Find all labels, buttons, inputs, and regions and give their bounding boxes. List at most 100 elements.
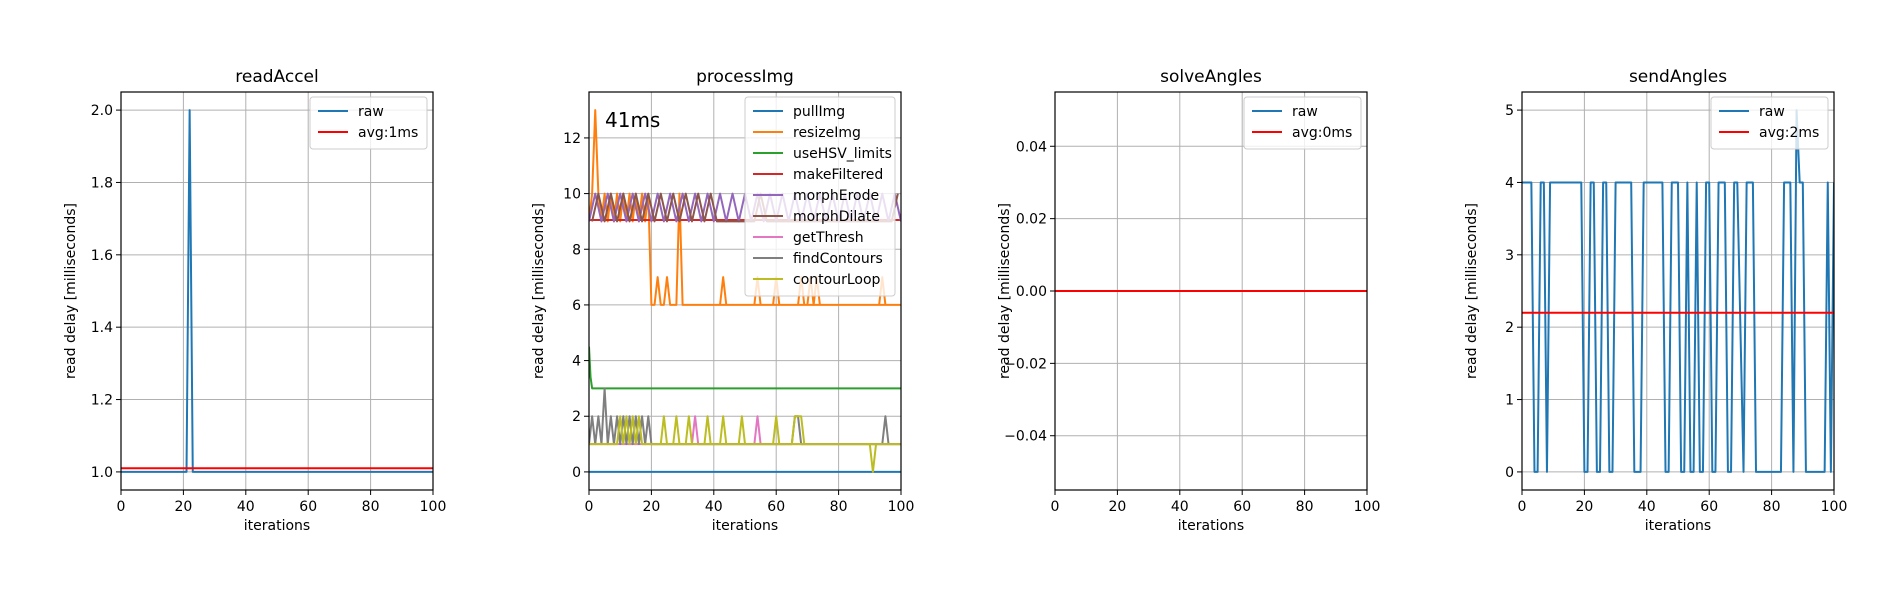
- y-tick-label: 5: [1505, 103, 1514, 119]
- series-group: [121, 109, 433, 473]
- x-tick-label: 0: [117, 499, 126, 515]
- series-line-contourLoop: [790, 415, 806, 445]
- legend: raw avg:1ms: [309, 96, 428, 150]
- chart-annotation: 41ms: [605, 108, 660, 132]
- series-line-useHSV_limits: [589, 346, 901, 390]
- y-tick-label: 2: [1505, 320, 1514, 336]
- x-tick-label: 60: [299, 499, 317, 515]
- legend-entry: avg:1ms: [358, 125, 418, 141]
- y-tick-label: 10: [563, 187, 581, 203]
- y-tick-label: 2: [572, 409, 581, 425]
- x-tick-label: 60: [1233, 499, 1251, 515]
- plot-frame: [588, 91, 902, 491]
- chart-title: readAccel: [235, 67, 319, 87]
- x-tick-label: 80: [1296, 499, 1314, 515]
- x-tick-label: 100: [1354, 499, 1381, 515]
- y-axis-label: read delay [milliseconds]: [1464, 203, 1480, 379]
- y-tick-label: −0.02: [1004, 356, 1047, 372]
- x-axis-label: iterations: [244, 518, 310, 534]
- series-line-contourLoop: [684, 415, 693, 445]
- y-tick-label: 8: [572, 242, 581, 258]
- x-tick-label: 80: [1763, 499, 1781, 515]
- legend: pullImg resizeImg useHSV_limits makeFiltere…: [744, 96, 896, 297]
- x-tick-label: 100: [1821, 499, 1848, 515]
- subplot-solveAngles: 0 20 40 60 80 100 −0.04 −0.02 0.00 0.02 0.04 solveA…: [997, 67, 1380, 534]
- series-line-resizeImg: [719, 276, 728, 306]
- legend-entry: morphErode: [793, 188, 879, 204]
- plot-frame: [120, 91, 434, 491]
- series-line-contourLoop: [703, 415, 712, 445]
- legend: raw avg:2ms: [1710, 96, 1829, 150]
- legend: raw avg:0ms: [1243, 96, 1362, 150]
- legend-entry: morphDilate: [793, 209, 880, 225]
- series-line-contourLoop: [672, 415, 681, 445]
- legend-entry: raw: [358, 104, 384, 120]
- y-tick-label: 4: [572, 354, 581, 370]
- x-tick-label: 40: [1638, 499, 1656, 515]
- series-line-contourLoop: [866, 443, 878, 473]
- legend-entry: useHSV_limits: [793, 146, 892, 162]
- y-tick-label: 1.0: [91, 465, 113, 481]
- y-tick-label: 0.00: [1016, 284, 1047, 300]
- legend-entry: avg:0ms: [1292, 125, 1352, 141]
- x-axis-label: iterations: [1645, 518, 1711, 534]
- legend-entry: avg:2ms: [1759, 125, 1819, 141]
- x-tick-label: 0: [585, 499, 594, 515]
- y-tick-label: 6: [572, 298, 581, 314]
- y-axis-label: read delay [milliseconds]: [997, 203, 1013, 379]
- x-axis-label: iterations: [712, 518, 778, 534]
- series-line-findContours: [589, 387, 653, 446]
- x-tick-label: 40: [237, 499, 255, 515]
- legend-entry: contourLoop: [793, 272, 881, 288]
- legend-entry: pullImg: [793, 104, 845, 120]
- subplot-processImg: 0 20 40 60 80 100 0 2 4 6 8 10 12 processImg iteration…: [531, 67, 914, 534]
- y-tick-label: 2.0: [91, 103, 113, 119]
- legend-entry: raw: [1759, 104, 1785, 120]
- legend-entry: resizeImg: [793, 125, 861, 141]
- x-tick-label: 100: [420, 499, 447, 515]
- y-tick-label: 0.02: [1016, 212, 1047, 228]
- chart-title: solveAngles: [1160, 67, 1262, 87]
- y-tick-label: 0: [572, 465, 581, 481]
- series-line-getThresh: [753, 415, 762, 445]
- legend-entry: raw: [1292, 104, 1318, 120]
- subplot-readAccel: 0 20 40 60 80 100 1.0 1.2 1.4 1.6 1.8 2.0 readAccel i…: [63, 67, 446, 534]
- y-tick-label: 1: [1505, 393, 1514, 409]
- x-tick-label: 20: [174, 499, 192, 515]
- x-tick-label: 60: [767, 499, 785, 515]
- series-group: [1522, 109, 1834, 473]
- legend-entry: makeFiltered: [793, 167, 883, 183]
- series-line-contourLoop: [737, 415, 746, 445]
- y-tick-label: 1.6: [91, 248, 113, 264]
- series-group: [589, 109, 901, 473]
- y-axis-label: read delay [milliseconds]: [531, 203, 547, 379]
- series-line-contourLoop: [659, 415, 668, 445]
- y-tick-label: 0: [1505, 465, 1514, 481]
- y-tick-label: 0.04: [1016, 139, 1047, 155]
- legend-entry: findContours: [793, 251, 883, 267]
- y-tick-label: 1.4: [91, 320, 113, 336]
- legend-box: [744, 96, 896, 297]
- legend-entry: getThresh: [793, 230, 864, 246]
- y-tick-label: 4: [1505, 175, 1514, 191]
- series-line-findContours: [881, 415, 890, 445]
- x-tick-label: 20: [1108, 499, 1126, 515]
- y-tick-label: 3: [1505, 248, 1514, 264]
- x-tick-label: 80: [830, 499, 848, 515]
- chart-title: processImg: [696, 67, 794, 87]
- y-tick-label: −0.04: [1004, 429, 1047, 445]
- series-line-contourLoop: [589, 415, 901, 446]
- y-tick-label: 12: [563, 131, 581, 147]
- x-tick-label: 40: [1171, 499, 1189, 515]
- series-line-contourLoop: [719, 415, 728, 445]
- x-axis-label: iterations: [1178, 518, 1244, 534]
- series-line-raw: [121, 109, 433, 473]
- series-line-raw: [1522, 109, 1834, 473]
- chart-title: sendAngles: [1629, 67, 1727, 87]
- x-tick-label: 60: [1700, 499, 1718, 515]
- y-tick-label: 1.8: [91, 175, 113, 191]
- x-tick-label: 20: [642, 499, 660, 515]
- y-tick-label: 1.2: [91, 393, 113, 409]
